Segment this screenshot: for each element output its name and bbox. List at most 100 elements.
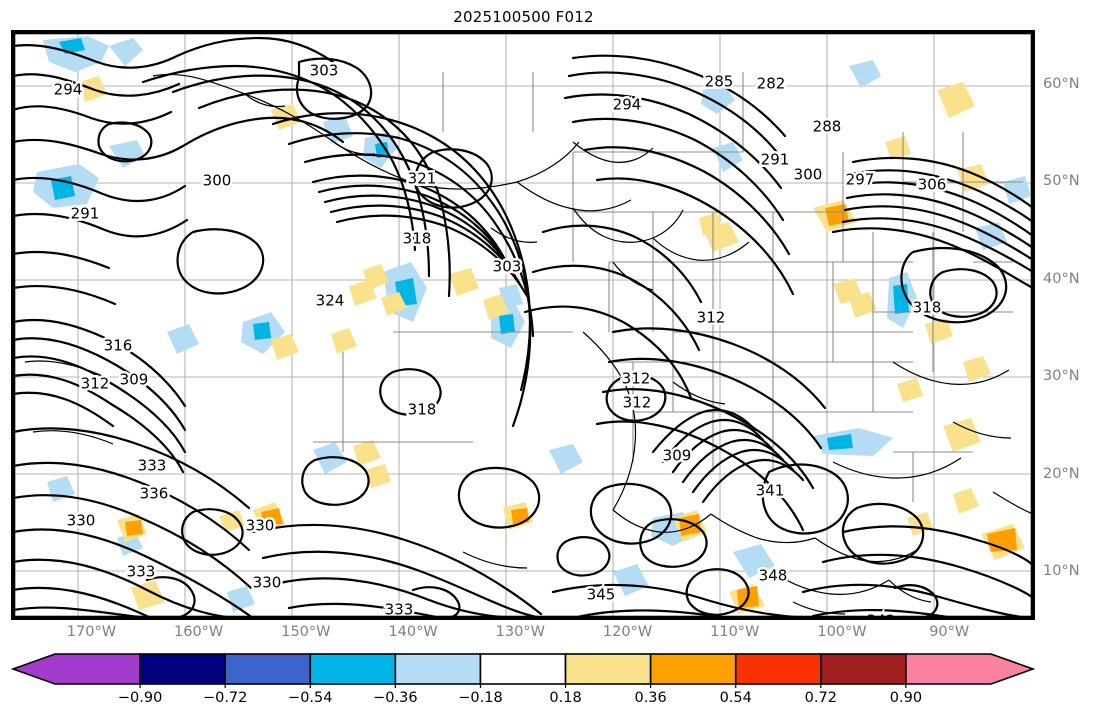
colorbar-swatch[interactable]	[649, 653, 737, 685]
colorbar-tick-label: 0.54	[719, 690, 752, 706]
map-canvas: 2822822852852882882912912942942912912942…	[13, 32, 1033, 618]
contour-label: 342	[867, 612, 896, 619]
latitude-tick-label: 60°N	[1043, 75, 1080, 92]
contour-label: 318	[408, 401, 437, 419]
contour-label-halo: 285	[705, 73, 734, 91]
contour-label-halo: 318	[408, 401, 437, 419]
contour-label: 288	[813, 118, 842, 136]
contour-label: 291	[761, 151, 790, 169]
contour-labels: 2822822852852882882912912942942912912942…	[51, 59, 949, 619]
contour-label: 312	[622, 370, 651, 388]
colorbar-swatch[interactable]	[224, 653, 312, 685]
contour-label-halo: 312	[623, 394, 652, 412]
colorbar-tick-label: −0.90	[117, 690, 163, 706]
contour-label: 316	[104, 337, 133, 355]
colorbar-swatch[interactable]	[309, 653, 397, 685]
contour-label: 294	[54, 81, 83, 99]
contour-label: 333	[385, 601, 414, 619]
contour-label-halo: 309	[120, 371, 149, 389]
contour-label-halo: 303	[493, 258, 522, 276]
colorbar-tick-label: −0.36	[373, 690, 418, 706]
colorbar-swatches[interactable]	[11, 652, 1035, 688]
contour-label: 312	[81, 375, 110, 393]
map-plot-area: 282 282 285 285 288 288 291 291 294 294 291 291 294 2…	[11, 30, 1035, 620]
page-title: 2025100500 F012	[453, 8, 594, 26]
colorbar[interactable]: −0.90 −0.72 −0.54 −0.36 −0.18 0.18 0.36 0.54 0.7…	[11, 652, 1035, 712]
colorbar-tick-label: 0.36	[634, 690, 667, 706]
colorbar-swatch[interactable]	[139, 653, 226, 685]
longitude-tick-label: 160°W	[174, 624, 224, 640]
anomaly-shading-positive	[79, 76, 1025, 614]
contour-label: 297	[846, 171, 875, 189]
contour-label: 333	[138, 457, 167, 475]
contour-label-halo: 333	[385, 601, 414, 619]
contour-label-halo: 300	[203, 172, 232, 190]
contour-label: 321	[408, 170, 437, 188]
longitude-tick-label: 120°W	[602, 624, 653, 640]
contour-lines	[13, 36, 1033, 618]
contour-label: 300	[203, 172, 232, 190]
contour-label: 330	[253, 574, 282, 592]
contour-label: 312	[623, 394, 652, 412]
colorbar-swatch[interactable]	[564, 653, 652, 685]
contour-label: 294	[613, 96, 642, 114]
contour-label-halo: 336	[140, 485, 169, 503]
colorbar-swatch[interactable]	[394, 653, 482, 685]
contour-label: 318	[403, 230, 432, 248]
contour-label-halo: 330	[253, 574, 282, 592]
contour-label-halo: 288	[813, 118, 842, 136]
colorbar-swatch[interactable]	[820, 653, 907, 685]
longitude-tick-label: 130°W	[495, 624, 545, 640]
contour-label-halo: 321	[408, 170, 437, 188]
coastlines	[24, 73, 1033, 615]
longitude-tick-label: 170°W	[66, 624, 117, 640]
contour-label-halo: 303	[310, 62, 339, 80]
contour-label-halo: 341	[756, 482, 785, 500]
contour-label-halo: 309	[663, 447, 692, 465]
contour-label-halo: 333	[138, 457, 167, 475]
contour-label: 282	[757, 75, 786, 93]
contour-label: 312	[697, 309, 726, 327]
colorbar-tick-label: 0.18	[549, 690, 582, 706]
longitude-tick-label: 110°W	[710, 624, 760, 640]
contour-label: 309	[663, 447, 692, 465]
state-borders	[313, 72, 1023, 502]
contour-label: 348	[759, 567, 788, 585]
contour-label-halo: 294	[613, 96, 642, 114]
colorbar-tick-label: −0.54	[288, 690, 333, 706]
contour-label-halo: 318	[913, 299, 942, 317]
contour-label: 341	[756, 482, 785, 500]
colorbar-swatch[interactable]	[905, 653, 1035, 685]
contour-label: 285	[705, 73, 734, 91]
contour-label-halo: 316	[104, 337, 133, 355]
contour-label-halo: 291	[71, 205, 100, 223]
longitude-tick-label: 90°W	[929, 624, 970, 640]
contour-label: 318	[913, 299, 942, 317]
contour-label-halo: 312	[81, 375, 110, 393]
contour-label-halo: 342	[867, 612, 896, 619]
longitude-tick-label: 140°W	[388, 624, 438, 640]
contour-label: 309	[120, 371, 149, 389]
contour-label: 345	[587, 586, 616, 604]
contour-label-halo: 324	[316, 292, 345, 310]
contour-label-halo: 294	[54, 81, 83, 99]
latitude-tick-label: 50°N	[1043, 173, 1080, 190]
contour-label-halo: 318	[403, 230, 432, 248]
colorbar-swatch[interactable]	[11, 653, 141, 685]
contour-label-halo: 345	[587, 586, 616, 604]
contour-label-halo: 306	[918, 176, 947, 194]
contour-label: 300	[794, 166, 823, 184]
colorbar-swatch[interactable]	[479, 653, 567, 685]
contour-label-halo: 330	[67, 512, 96, 530]
contour-label: 330	[67, 512, 96, 530]
contour-label-halo: 348	[759, 567, 788, 585]
contour-label: 306	[918, 176, 947, 194]
colorbar-tick-label: 0.72	[804, 690, 837, 706]
contour-label: 336	[140, 485, 169, 503]
contour-label: 303	[493, 258, 522, 276]
contour-label-halo: 333	[127, 563, 156, 581]
colorbar-swatch[interactable]	[734, 653, 822, 685]
latitude-tick-label: 10°N	[1043, 563, 1080, 580]
colorbar-tick-label: 0.90	[889, 690, 923, 706]
